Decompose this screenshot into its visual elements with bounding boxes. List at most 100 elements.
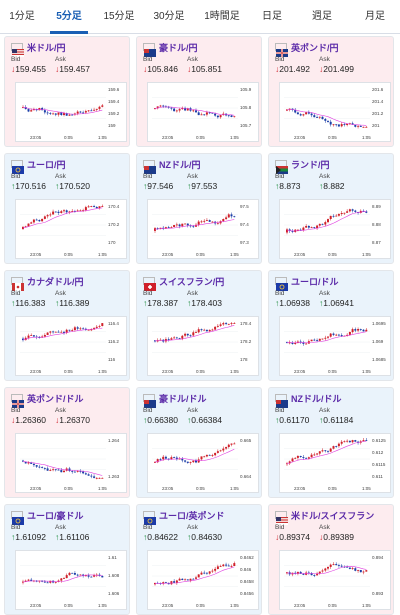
pair-name[interactable]: スイスフラン/円 [159,276,225,287]
pair-name[interactable]: ユーロ/ドル [291,276,339,287]
x-tick-label: 0:05 [328,369,337,374]
candlestick-chart[interactable]: 1.0695 1.069 1.0685 23:05 0:05 1:05 [279,316,391,376]
candle-body [225,323,228,324]
candle-body [227,444,230,447]
candle-body [22,460,24,462]
candle-body [313,454,316,456]
tab-5[interactable]: 日足 [262,10,282,22]
candle-body [332,215,335,217]
pair-name[interactable]: ユーロ/英ポンド [159,510,225,521]
candle-body [73,573,76,575]
candle-body [27,109,30,112]
rate-card[interactable]: 英ポンド/円 Bid Ask ↓201.492 ↓201.499 201.6 201.4 20… [268,36,394,147]
rate-card[interactable]: 米ドル/スイスフラン Bid Ask ↓0.89374 ↓0.89389 0.894 0.8… [268,504,394,615]
rate-card[interactable]: スイスフラン/円 Bid Ask ↑178.387 ↑178.403 178.4 178.2… [136,270,262,381]
candle-body [27,223,30,227]
tab-6[interactable]: 週足 [312,10,332,22]
candle-body [211,221,214,223]
candlestick-chart[interactable]: 0.894 0.893 23:05 0:05 1:05 [279,550,391,610]
pair-name[interactable]: NZドル/円 [159,159,201,170]
pair-name[interactable]: 豪ドル/ドル [159,393,207,404]
candlestick-chart[interactable]: 105.9 105.8 105.7 23:05 0:05 1:05 [147,82,259,142]
tab-0[interactable]: 1分足 [9,10,35,22]
pair-name[interactable]: 豪ドル/円 [159,42,198,53]
candle-body [54,211,57,213]
candlestick-chart[interactable]: 97.5 97.4 97.3 23:05 0:05 1:05 [147,199,259,259]
pair-name[interactable]: 英ポンド/円 [291,42,339,53]
x-tick-label: 1:05 [230,486,239,491]
pair-name[interactable]: 米ドル/スイスフラン [291,510,375,521]
flag-icon [143,277,156,291]
ask-price: ↑1.61106 [55,532,90,542]
x-tick-label: 1:05 [98,369,107,374]
candle-body [299,229,302,231]
candlestick-chart[interactable]: 0.8462 0.846 0.8458 0.8456 23:05 0:05 1:05 [147,550,259,610]
candlestick-chart[interactable]: 116.4 116.2 116 23:05 0:05 1:05 [15,316,127,376]
candle-body [79,111,82,113]
candle-body [60,211,63,213]
candlestick-chart[interactable]: 159.6 159.4 159.2 159 23:05 0:05 1:05 [15,82,127,142]
candle-body [302,457,305,458]
moving-average-line [22,460,103,476]
candlestick-chart[interactable]: 0.6125 0.612 0.6115 0.611 23:05 0:05 1:05 [279,433,391,493]
candlestick-chart[interactable]: 1.61 1.608 1.606 23:05 0:05 1:05 [15,550,127,610]
candlestick-chart[interactable]: 8.89 8.88 8.87 23:05 0:05 1:05 [279,199,391,259]
candle-body [340,124,343,127]
rate-card[interactable]: ユーロ/ドル Bid Ask ↑1.06938 ↑1.06941 1.0695 1.069 1… [268,270,394,381]
candle-body [195,460,197,463]
candlestick-chart[interactable]: 1.264 1.263 23:05 0:05 1:05 [15,433,127,493]
tab-1[interactable]: 5分足 [44,0,94,34]
pair-name[interactable]: ユーロ/円 [27,159,66,170]
x-tick-label: 23:05 [162,252,174,257]
rate-card[interactable]: ユーロ/英ポンド Bid Ask ↑0.84622 ↑0.84630 0.8462 0.84… [136,504,262,615]
x-tick-label: 23:05 [162,135,174,140]
bid-price: ↓1.26360 [11,415,46,425]
pair-name[interactable]: 英ポンド/ドル [27,393,84,404]
rate-card[interactable]: カナダドル/円 Bid Ask ↑116.383 ↑116.389 116.4 116.2 1… [4,270,130,381]
rate-card[interactable]: NZドル/ドル Bid Ask ↑0.61170 ↑0.61184 0.6125 0.612… [268,387,394,498]
candlestick-chart[interactable]: 0.665 0.664 23:05 0:05 1:05 [147,433,259,493]
bid-label: Bid [11,56,21,63]
candlestick-chart[interactable]: 170.4 170.2 170 23:05 0:05 1:05 [15,199,127,259]
candle-body [321,116,324,120]
rate-card[interactable]: ランド/円 Bid Ask ↑8.873 ↑8.882 8.89 8.88 8.87 23:05… [268,153,394,264]
x-tick-label: 0:05 [196,603,205,608]
tab-2[interactable]: 15分足 [103,10,135,22]
card-header: 米ドル/スイスフラン [275,509,375,525]
candle-body [38,337,41,338]
candle-body [327,120,329,122]
candle-body [340,441,343,444]
candle-body [329,215,332,219]
tab-3[interactable]: 30分足 [153,10,185,22]
tab-4[interactable]: 1時間足 [204,10,240,22]
candle-body [362,440,365,442]
candlestick-chart[interactable]: 178.4 178.2 178 23:05 0:05 1:05 [147,316,259,376]
rate-card[interactable]: 米ドル/円 Bid Ask ↓159.455 ↓159.457 159.6 159.4 159… [4,36,130,147]
tab-7[interactable]: 月足 [365,10,385,22]
x-tick-label: 1:05 [98,252,107,257]
candlestick-chart[interactable]: 201.6 201.4 201.2 201 23:05 0:05 1:05 [279,82,391,142]
pair-name[interactable]: ランド/円 [291,159,330,170]
bid-price: ↑0.84622 [143,532,178,542]
rate-card[interactable]: ユーロ/豪ドル Bid Ask ↑1.61092 ↑1.61106 1.61 1.608 1.… [4,504,130,615]
pair-name[interactable]: 米ドル/円 [27,42,66,53]
candle-body [30,579,33,582]
pair-name[interactable]: カナダドル/円 [27,276,84,287]
rate-card[interactable]: 英ポンド/ドル Bid Ask ↓1.26360 ↓1.26370 1.264 1.263 2… [4,387,130,498]
candle-body [222,448,225,451]
direction-arrow-icon: ↑ [275,181,280,191]
direction-arrow-icon: ↑ [55,532,60,542]
candle-body [227,115,230,117]
rate-card[interactable]: 豪ドル/ドル Bid Ask ↑0.66380 ↑0.66384 0.665 0.664 23… [136,387,262,498]
candle-body [178,578,181,581]
rate-card[interactable]: ユーロ/円 Bid Ask ↑170.516 ↑170.520 170.4 170.2 170… [4,153,130,264]
candle-body [329,121,332,125]
rate-card[interactable]: 豪ドル/円 Bid Ask ↓105.846 ↓105.851 105.9 105.8 105… [136,36,262,147]
rate-card[interactable]: NZドル/円 Bid Ask ↑97.546 ↑97.553 97.5 97.4 97.3 23… [136,153,262,264]
pair-name[interactable]: NZドル/ドル [291,393,342,404]
candle-body [208,571,211,574]
pair-name[interactable]: ユーロ/豪ドル [27,510,84,521]
x-tick-label: 23:05 [30,369,42,374]
x-tick-label: 23:05 [30,135,42,140]
direction-arrow-icon: ↑ [11,298,16,308]
